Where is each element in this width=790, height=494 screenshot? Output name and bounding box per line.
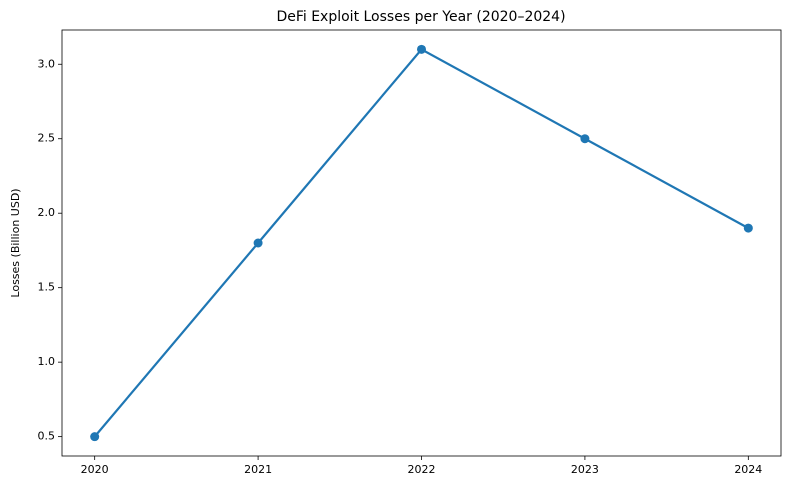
y-axis-label: Losses (Billion USD) [9,188,22,297]
line [93,47,749,438]
y-tick-label: 3.0 [38,57,56,70]
y-tick-label: 1.0 [38,355,56,368]
plot-frame [61,29,782,457]
point [417,44,426,54]
x-tick-label: 2020 [81,463,109,476]
y-tick-label: 2.0 [38,206,56,219]
x-tick-label: 2022 [408,463,436,476]
point [743,223,753,233]
point [580,134,590,144]
y-tick-label: 1.5 [38,281,56,294]
point [90,432,100,442]
x-tick-label: 2023 [571,463,599,476]
x-tick-label: 2021 [244,463,272,476]
y-tick-label: 0.5 [38,430,56,443]
x-tick-label: 2024 [734,463,762,476]
point [253,238,263,248]
y-tick-label: 2.5 [38,132,56,145]
chart-title: DeFi Exploit Losses per Year (2020–2024) [276,9,565,25]
